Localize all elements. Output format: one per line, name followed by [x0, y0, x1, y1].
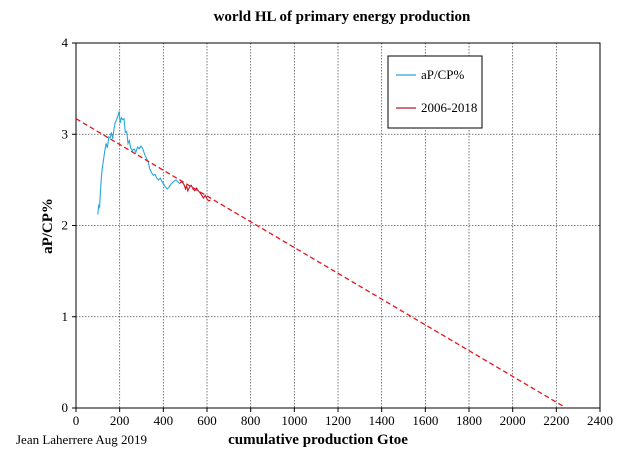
y-axis-label: aP/CP%: [40, 198, 56, 254]
y-tick-label: 0: [62, 400, 69, 415]
series-line-2006-2018: [179, 180, 211, 202]
x-tick-label: 1400: [369, 413, 395, 428]
x-tick-label: 2000: [500, 413, 526, 428]
legend-box: [387, 55, 483, 129]
y-tick-label: 1: [62, 309, 69, 324]
x-tick-label: 800: [241, 413, 261, 428]
x-tick-label: 600: [197, 413, 217, 428]
x-tick-label: 200: [110, 413, 130, 428]
x-tick-label: 2400: [587, 413, 613, 428]
legend-label-ap-cp: aP/CP%: [421, 67, 465, 82]
series-layer: [75, 111, 567, 409]
x-tick-label: 1800: [456, 413, 482, 428]
legend: aP/CP% 2006-2018: [387, 55, 483, 129]
y-tick-label: 4: [62, 35, 69, 50]
x-tick-label: 1000: [281, 413, 307, 428]
y-tick-label: 3: [62, 126, 69, 141]
series-line-ap-cp: [97, 111, 180, 215]
x-axis-label: cumulative production Gtoe: [228, 432, 408, 448]
x-tick-label: 2200: [543, 413, 569, 428]
grid: [76, 43, 600, 408]
credit-text: Jean Laherrere Aug 2019: [16, 432, 147, 447]
chart-title: world HL of primary energy production: [214, 9, 471, 25]
axis-ticks: 0 200 400 600 800 1000 1200 1400 1600 1800 2000 220…: [62, 35, 614, 428]
x-tick-label: 400: [154, 413, 174, 428]
y-tick-label: 2: [62, 218, 69, 233]
x-tick-label: 1600: [412, 413, 438, 428]
trend-line-dashed: [75, 118, 567, 409]
legend-label-2006-2018: 2006-2018: [421, 100, 477, 115]
x-tick-label: 1200: [325, 413, 351, 428]
x-tick-label: 0: [73, 413, 80, 428]
